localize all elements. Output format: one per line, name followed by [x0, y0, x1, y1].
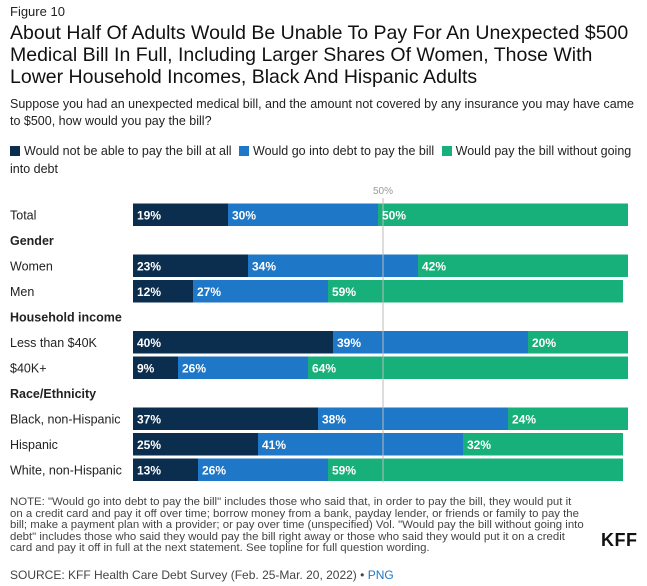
bar-segment — [258, 433, 463, 456]
legend-item-no-debt: Would pay the bill without going into de… — [10, 144, 631, 176]
row-label: Black, non-Hispanic — [10, 412, 120, 426]
chart-subtitle: Suppose you had an unexpected medical bi… — [10, 97, 635, 128]
bar-segment — [198, 458, 328, 481]
bar-segment — [418, 254, 628, 277]
legend-item-not-able: Would not be able to pay the bill at all — [10, 144, 232, 158]
data-label: 19% — [137, 208, 161, 222]
row-label: Women — [10, 259, 53, 273]
data-label: 42% — [422, 259, 446, 273]
footnote: NOTE: "Would go into debt to pay the bil… — [10, 496, 584, 554]
bar-segment — [228, 203, 378, 226]
legend-swatch-debt — [239, 146, 250, 156]
row-label: Hispanic — [10, 438, 58, 452]
data-label: 41% — [262, 438, 286, 452]
legend-label-not-able: Would not be able to pay the bill at all — [24, 144, 232, 158]
reference-line-label: 50% — [373, 186, 393, 197]
chart-title: About Half Of Adults Would Be Unable To … — [10, 22, 629, 88]
data-label: 34% — [252, 259, 276, 273]
data-label: 38% — [322, 412, 346, 426]
data-label: 23% — [137, 259, 161, 273]
data-label: 25% — [137, 438, 161, 452]
data-label: 50% — [382, 208, 406, 222]
data-label: 27% — [197, 285, 221, 299]
data-label: 24% — [512, 412, 536, 426]
bar-segment — [463, 433, 623, 456]
legend-swatch-no-debt — [441, 146, 452, 156]
data-label: 64% — [312, 361, 336, 375]
data-label: 26% — [202, 463, 226, 477]
row-label: Men — [10, 285, 34, 299]
bar-segment — [133, 331, 333, 354]
bar-segment — [333, 331, 528, 354]
data-label: 9% — [137, 361, 155, 375]
data-label: 59% — [332, 463, 356, 477]
kff-logo: KFF — [601, 530, 638, 550]
group-header: Household income — [10, 310, 122, 324]
data-label: 26% — [182, 361, 206, 375]
legend-label-no-debt: Would pay the bill without going into de… — [10, 144, 632, 176]
chart-legend: Would not be able to pay the bill at all… — [10, 142, 640, 178]
data-label: 32% — [467, 438, 491, 452]
bar-segment — [133, 458, 198, 481]
row-label: Total — [10, 208, 36, 222]
data-label: 59% — [332, 285, 356, 299]
bar-segment — [133, 356, 178, 379]
bar-segment — [178, 356, 308, 379]
group-header: Gender — [10, 234, 54, 248]
bar-segment — [193, 280, 328, 303]
bar-segment — [508, 407, 628, 430]
figure-label: Figure 10 — [10, 4, 65, 19]
row-label: $40K+ — [10, 361, 47, 375]
bar-segment — [328, 280, 623, 303]
source-line: SOURCE: KFF Health Care Debt Survey (Feb… — [10, 568, 394, 582]
bar-segment — [378, 203, 628, 226]
data-label: 12% — [137, 285, 161, 299]
bar-segment — [133, 433, 258, 456]
bar-segment — [308, 356, 628, 379]
legend-swatch-not-able — [10, 146, 20, 156]
group-header: Race/Ethnicity — [10, 387, 96, 401]
legend-label-debt: Would go into debt to pay the bill — [253, 144, 435, 158]
stacked-bar-chart: Total Gender Women Men Household income Less … — [10, 186, 628, 483]
data-label: 13% — [137, 463, 161, 477]
bar-segment — [133, 203, 228, 226]
data-label: 39% — [337, 336, 361, 350]
bar-segment — [528, 331, 628, 354]
bar-segment — [133, 407, 318, 430]
bar-segment — [133, 254, 248, 277]
bar-segment — [328, 458, 623, 481]
row-label: White, non-Hispanic — [10, 463, 122, 477]
source-text: SOURCE: KFF Health Care Debt Survey (Feb… — [10, 568, 365, 582]
data-label: 20% — [532, 336, 556, 350]
bar-segment — [318, 407, 508, 430]
data-label: 37% — [137, 412, 161, 426]
bar-segment — [133, 280, 193, 303]
bar-segment — [248, 254, 418, 277]
data-label: 30% — [232, 208, 256, 222]
data-label: 40% — [137, 336, 161, 350]
row-label: Less than $40K — [10, 336, 98, 350]
legend-item-debt: Would go into debt to pay the bill — [239, 144, 434, 158]
png-download-link[interactable]: PNG — [367, 568, 394, 582]
